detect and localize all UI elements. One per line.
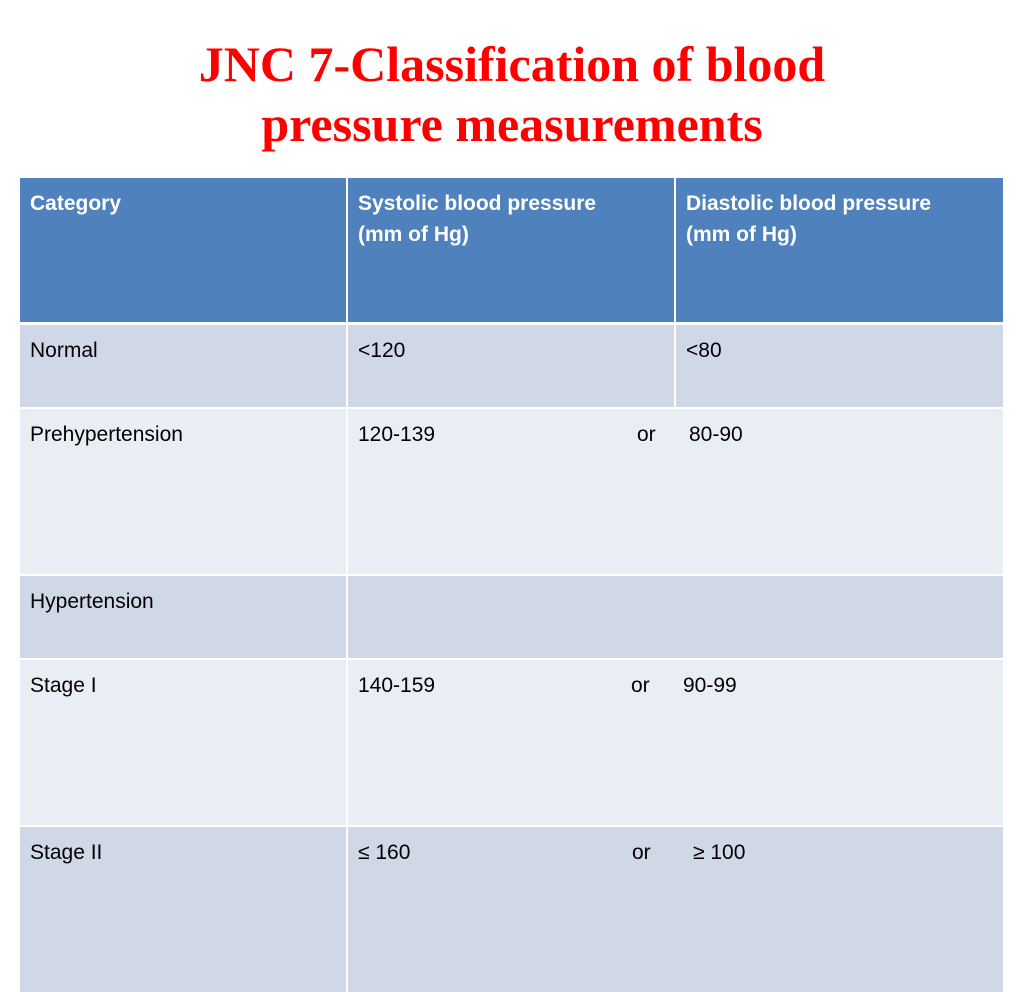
table-header-row: Category Systolic blood pressure (mm of … [20,178,1003,325]
header-systolic: Systolic blood pressure (mm of Hg) [348,178,676,325]
cell-merged-values: ≤ 160 or ≥ 100 [348,827,1003,992]
cell-category: Prehypertension [20,409,348,576]
cell-empty [348,576,1003,660]
slide-title-line-1: JNC 7-Classification of blood [198,36,826,92]
cell-connector: or [637,423,656,446]
cell-diastolic: 90-99 [683,674,737,697]
cell-diastolic: 80-90 [689,423,743,446]
cell-connector: or [631,674,650,697]
header-category: Category [20,178,348,325]
cell-diastolic: ≥ 100 [693,841,746,864]
cell-merged-values: 120-139 or 80-90 [348,409,1003,576]
cell-category: Stage II [20,827,348,992]
cell-category: Stage I [20,660,348,827]
bp-classification-table: Category Systolic blood pressure (mm of … [20,178,1003,992]
slide-title: JNC 7-Classification of blood pressure m… [0,34,1024,154]
cell-category: Normal [20,325,348,409]
table-row-stage-1: Stage I 140-159 or 90-99 [20,660,1003,827]
cell-systolic: 140-159 [358,674,436,697]
table-row-normal: Normal <120 <80 [20,325,1003,409]
slide-title-line-2: pressure measurements [261,96,763,152]
cell-category: Hypertension [20,576,348,660]
table-row-prehypertension: Prehypertension 120-139 or 80-90 [20,409,1003,576]
cell-merged-values: 140-159 or 90-99 [348,660,1003,827]
header-diastolic: Diastolic blood pressure (mm of Hg) [676,178,1003,325]
cell-systolic: <120 [348,325,676,409]
cell-systolic: 120-139 [358,423,436,446]
cell-systolic: ≤ 160 [358,841,411,864]
cell-diastolic: <80 [676,325,1003,409]
table-row-stage-2: Stage II ≤ 160 or ≥ 100 [20,827,1003,992]
table-row-hypertension: Hypertension [20,576,1003,660]
cell-connector: or [632,841,651,864]
